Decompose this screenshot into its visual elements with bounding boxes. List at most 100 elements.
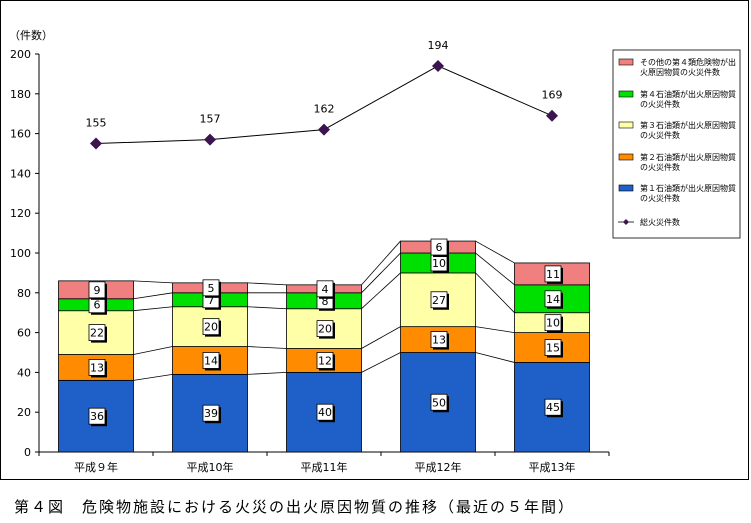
legend-label: の火災件数 <box>640 99 680 109</box>
data-label: 12 <box>318 354 332 367</box>
chart-frame: （件数） 0 20 40 60 80 100 120 140 160 180 200 平成９年 平成10… <box>0 0 749 480</box>
stack-connector <box>361 326 401 349</box>
y-tick-label: 180 <box>10 88 31 101</box>
data-label: 10 <box>432 257 446 270</box>
legend-label: 第４石油類が出火原因物質 <box>640 89 736 99</box>
legend: その他の第４類危険物が出火原因物質の火災件数第４石油類が出火原因物質の火災件数第… <box>612 49 741 239</box>
legend-label: の火災件数 <box>640 193 680 203</box>
legend-label: の火災件数 <box>640 162 680 172</box>
data-label-box <box>202 404 220 422</box>
data-label: 50 <box>432 396 446 409</box>
stack-connector <box>475 252 515 286</box>
legend-label: の火災件数 <box>640 130 680 140</box>
legend-label: 第３石油類が出火原因物質 <box>640 120 736 130</box>
legend-label: 第２石油類が出火原因物質 <box>640 152 736 162</box>
data-label: 20 <box>204 321 218 334</box>
total-line: 155 157 162 194 169 <box>86 39 563 150</box>
data-label: 10 <box>546 317 560 330</box>
total-label: 194 <box>428 39 449 52</box>
legend-label: 第１石油類が出火原因物質 <box>640 183 736 193</box>
stack-connector <box>247 372 287 375</box>
legend-line-marker <box>623 219 629 225</box>
data-label-box <box>544 398 562 416</box>
y-tick-label: 100 <box>10 247 31 260</box>
stack-connector <box>247 282 287 286</box>
y-tick-label: 80 <box>17 287 31 300</box>
stack-connector <box>133 306 173 312</box>
stack-connector <box>133 280 173 284</box>
total-point <box>90 137 102 150</box>
data-label-box <box>88 324 106 342</box>
total-label: 157 <box>200 113 221 126</box>
data-label-box <box>316 280 334 298</box>
data-label-box <box>544 265 562 283</box>
data-label: 8 <box>322 295 329 308</box>
figure-caption: 第４図 危険物施設における火災の出火原因物質の推移（最近の５年間） <box>14 498 576 516</box>
data-label-box <box>202 279 220 297</box>
y-tick-label: 40 <box>17 366 31 379</box>
legend-label: 火原因物質の火災件数 <box>640 67 720 77</box>
total-label: 162 <box>314 103 335 116</box>
data-label-box <box>544 339 562 356</box>
x-category-label: 平成13年 <box>529 460 576 474</box>
data-label: 36 <box>90 410 104 423</box>
axes: 0 20 40 60 80 100 120 140 160 180 200 平成９年 平成10年 平成11… <box>10 48 610 474</box>
data-label: 6 <box>436 241 443 254</box>
total-point <box>204 133 216 146</box>
data-label-box <box>430 393 448 411</box>
data-label: 4 <box>322 283 329 296</box>
legend-swatch <box>618 121 634 129</box>
legend-swatch <box>618 153 634 161</box>
data-label: 6 <box>94 299 101 312</box>
y-tick-label: 160 <box>10 128 31 141</box>
y-tick-label: 0 <box>24 446 31 459</box>
stack-connector <box>247 346 287 349</box>
data-label: 20 <box>318 323 332 336</box>
data-label-box <box>88 407 106 425</box>
x-category-label: 平成９年 <box>74 460 118 474</box>
data-label: 27 <box>432 294 446 307</box>
data-label: 9 <box>94 284 101 297</box>
data-label-box <box>316 352 334 369</box>
stack-connector <box>361 272 401 310</box>
data-label: 5 <box>208 282 215 295</box>
stack-connector <box>361 252 401 294</box>
total-label: 155 <box>86 117 107 130</box>
data-label: 39 <box>204 407 218 420</box>
stack-connector <box>361 240 401 286</box>
data-label: 14 <box>204 354 218 367</box>
stacked-bar-line-chart: （件数） 0 20 40 60 80 100 120 140 160 180 200 平成９年 平成10… <box>9 29 741 474</box>
data-label: 15 <box>546 342 560 355</box>
stack-connector <box>133 373 173 381</box>
y-tick-label: 120 <box>10 207 31 220</box>
data-label: 40 <box>318 406 332 419</box>
legend-swatch <box>618 184 634 192</box>
data-label: 11 <box>546 268 560 281</box>
data-label-box <box>316 320 334 338</box>
data-label: 22 <box>90 327 104 340</box>
x-category-label: 平成11年 <box>301 460 348 474</box>
data-label-box <box>88 359 106 376</box>
stack-connector <box>475 240 515 264</box>
legend-swatch <box>618 90 634 98</box>
total-point <box>432 59 444 72</box>
data-label: 45 <box>546 401 560 414</box>
stack-connector <box>361 352 401 373</box>
data-label-box <box>544 314 562 332</box>
legend-label: 総火災件数 <box>640 217 680 227</box>
legend-swatch <box>618 58 634 66</box>
data-label-box <box>430 238 448 256</box>
legend-label: その他の第４類危険物が出 <box>640 57 736 67</box>
x-category-label: 平成10年 <box>187 460 234 474</box>
y-unit-label: （件数） <box>9 29 53 42</box>
stack-connector <box>475 272 515 313</box>
data-label-box <box>88 281 106 299</box>
total-label: 169 <box>542 89 563 102</box>
stack-connector <box>475 352 515 363</box>
stack-connector <box>475 326 515 333</box>
x-category-label: 平成12年 <box>415 460 462 474</box>
data-label: 13 <box>90 361 104 374</box>
total-point <box>546 109 558 122</box>
data-label: 13 <box>432 334 446 347</box>
bars: 36 13 22 6 9 39 14 20 75 40 12 20 84 50 13 27 10 6 45 15 10 1… <box>58 238 590 453</box>
